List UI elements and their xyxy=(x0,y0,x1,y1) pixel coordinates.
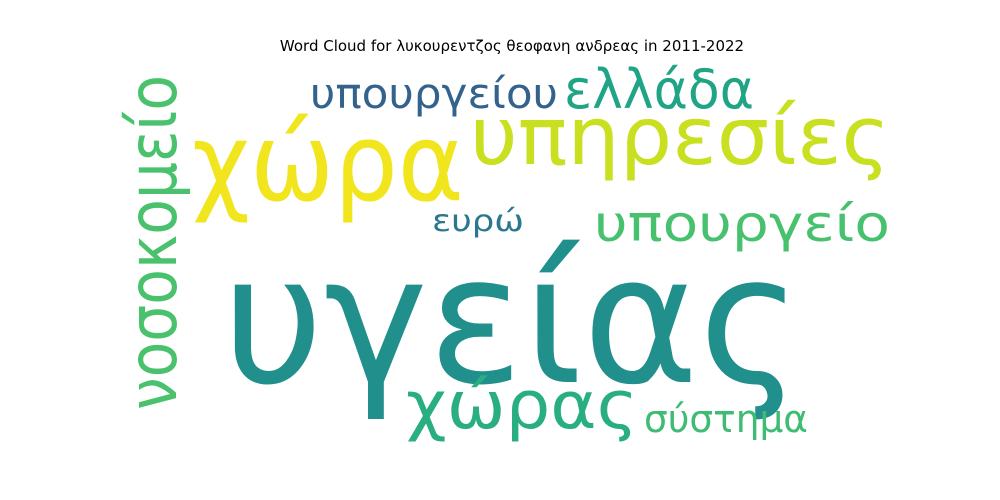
word-9: σύστημα xyxy=(644,397,808,441)
word-2: χώρα xyxy=(192,101,464,226)
chart-title: Word Cloud for λυκουρεντζος θεοφανη ανδρ… xyxy=(279,37,745,55)
word-7: ελλάδα xyxy=(564,58,754,121)
word-4: νοσοκομείο xyxy=(114,75,193,410)
word-10: ευρώ xyxy=(432,204,524,239)
word-6: υπουργείο xyxy=(594,195,890,253)
word-1: υγείας xyxy=(222,217,802,424)
word-8: υπουργείου xyxy=(310,69,558,118)
word-5: χώρας xyxy=(406,367,638,444)
word-3: υπηρεσίες xyxy=(470,90,890,183)
